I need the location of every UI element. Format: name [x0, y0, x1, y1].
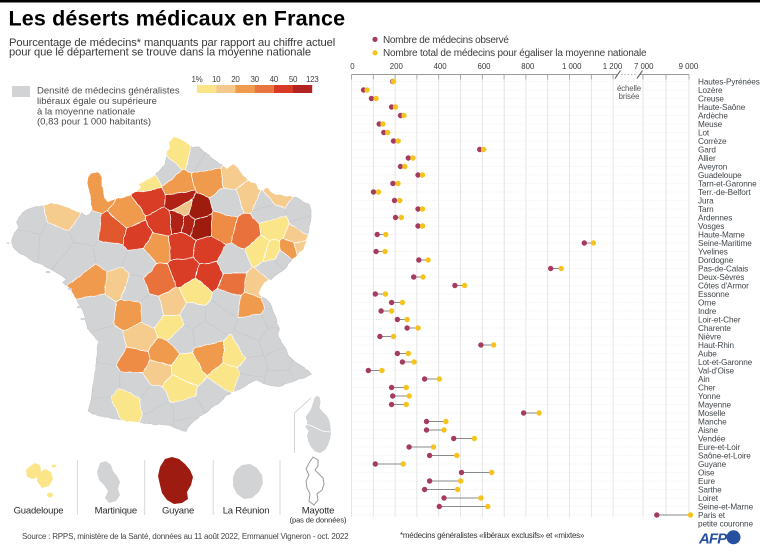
svg-text:Nombre total de médecins pour: Nombre total de médecins pour égaliser l… [383, 48, 647, 59]
svg-text:Manche: Manche [698, 418, 727, 427]
svg-text:Corrèze: Corrèze [698, 137, 727, 146]
svg-text:Tarn: Tarn [698, 205, 714, 214]
svg-text:1%: 1% [192, 75, 203, 84]
svg-text:Mayenne: Mayenne [698, 401, 732, 410]
svg-text:Yonne: Yonne [698, 392, 721, 401]
svg-text:Gard: Gard [698, 146, 716, 155]
svg-text:1 000: 1 000 [562, 62, 582, 71]
svg-text:Cher: Cher [698, 384, 716, 393]
svg-text:Guadeloupe: Guadeloupe [14, 506, 64, 517]
svg-text:0: 0 [350, 62, 355, 71]
svg-text:Haut-Rhin: Haut-Rhin [698, 341, 735, 350]
svg-text:La Réunion: La Réunion [223, 506, 270, 517]
svg-text:Vosges: Vosges [698, 222, 724, 231]
svg-text:Source : RPPS, ministère de la: Source : RPPS, ministère de la Santé, do… [22, 532, 349, 541]
svg-text:pour que le département se tro: pour que le département se trouve dans l… [9, 47, 311, 59]
svg-text:800: 800 [521, 62, 535, 71]
svg-text:(0,83 pour 1 000 habitants): (0,83 pour 1 000 habitants) [37, 117, 151, 128]
svg-text:Yvelines: Yvelines [698, 248, 728, 257]
svg-text:Aisne: Aisne [698, 426, 719, 435]
svg-text:Charente: Charente [698, 324, 731, 333]
svg-text:Ardennes: Ardennes [698, 214, 732, 223]
svg-text:Pourcentage de médecins* manqu: Pourcentage de médecins* manquants par r… [9, 37, 335, 49]
svg-text:Loir-et-Cher: Loir-et-Cher [698, 316, 741, 325]
svg-text:Meuse: Meuse [698, 120, 723, 129]
svg-text:Seine-Maritime: Seine-Maritime [698, 239, 752, 248]
svg-text:Haute-Marne: Haute-Marne [698, 231, 745, 240]
svg-text:Paris et: Paris et [698, 511, 726, 520]
svg-text:libéraux égale ou supérieure: libéraux égale ou supérieure [37, 96, 157, 107]
svg-text:1 200: 1 200 [603, 62, 623, 71]
svg-text:petite couronne: petite couronne [698, 520, 753, 529]
svg-text:Lot: Lot [698, 129, 710, 138]
svg-text:Guyane: Guyane [162, 506, 194, 517]
svg-text:AFP: AFP [698, 531, 728, 548]
svg-text:Martinique: Martinique [95, 506, 137, 517]
svg-text:Guadeloupe: Guadeloupe [698, 171, 742, 180]
svg-text:600: 600 [477, 62, 491, 71]
svg-text:Aube: Aube [698, 350, 717, 359]
svg-text:Eure-et-Loir: Eure-et-Loir [698, 443, 740, 452]
svg-text:Hautes-Pyrénées: Hautes-Pyrénées [698, 78, 760, 87]
svg-text:Sarthe: Sarthe [698, 486, 722, 495]
svg-text:Indre: Indre [698, 307, 717, 316]
svg-text:(pas de données): (pas de données) [290, 516, 347, 525]
svg-text:Val-d'Oise: Val-d'Oise [698, 367, 734, 376]
svg-text:Deux-Sèvres: Deux-Sèvres [698, 273, 744, 282]
svg-text:9 000: 9 000 [679, 62, 699, 71]
svg-text:40: 40 [270, 75, 279, 84]
svg-text:Côtes d'Armor: Côtes d'Armor [698, 282, 749, 291]
svg-text:Jura: Jura [698, 197, 714, 206]
svg-text:Seine-et-Marne: Seine-et-Marne [698, 503, 754, 512]
svg-text:Les déserts médicaux en France: Les déserts médicaux en France [9, 6, 346, 30]
svg-text:10: 10 [212, 75, 221, 84]
svg-text:400: 400 [434, 62, 448, 71]
svg-text:Aveyron: Aveyron [698, 163, 728, 172]
svg-text:Eure: Eure [698, 477, 715, 486]
svg-text:Orne: Orne [698, 299, 716, 308]
svg-text:Dordogne: Dordogne [698, 256, 734, 265]
svg-text:brisée: brisée [619, 92, 640, 101]
svg-text:Densité de médecins généralist: Densité de médecins généralistes [37, 86, 180, 97]
svg-text:20: 20 [231, 75, 240, 84]
svg-text:Essonne: Essonne [698, 290, 730, 299]
svg-text:Mayotte: Mayotte [302, 506, 334, 517]
svg-text:Haute-Saône: Haute-Saône [698, 103, 746, 112]
svg-text:Ain: Ain [698, 375, 710, 384]
svg-text:200: 200 [390, 62, 404, 71]
svg-text:30: 30 [250, 75, 259, 84]
svg-text:Tarn-et-Garonne: Tarn-et-Garonne [698, 180, 757, 189]
svg-text:Saône-et-Loire: Saône-et-Loire [698, 452, 751, 461]
svg-text:Moselle: Moselle [698, 409, 726, 418]
svg-text:Nombre de médecins observé: Nombre de médecins observé [383, 35, 509, 46]
svg-text:123: 123 [306, 75, 319, 84]
svg-text:Lot-et-Garonne: Lot-et-Garonne [698, 358, 753, 367]
svg-text:Ardèche: Ardèche [698, 112, 728, 121]
svg-text:Allier: Allier [698, 154, 716, 163]
svg-text:Guyane: Guyane [698, 460, 727, 469]
svg-text:Oise: Oise [698, 469, 715, 478]
svg-text:7 000: 7 000 [634, 62, 654, 71]
svg-text:Loiret: Loiret [698, 494, 719, 503]
svg-text:50: 50 [289, 75, 298, 84]
svg-text:à la moyenne nationale: à la moyenne nationale [37, 106, 135, 117]
svg-text:*médecins généralistes «libéra: *médecins généralistes «libéraux exclusi… [400, 531, 585, 540]
svg-text:Pas-de-Calais: Pas-de-Calais [698, 265, 748, 274]
svg-text:Terr.-de-Belfort: Terr.-de-Belfort [698, 188, 751, 197]
svg-text:échelle: échelle [617, 84, 641, 93]
svg-text:Nièvre: Nièvre [698, 333, 722, 342]
svg-text:Lozère: Lozère [698, 86, 723, 95]
svg-text:Creuse: Creuse [698, 95, 724, 104]
svg-text:Vendée: Vendée [698, 435, 726, 444]
